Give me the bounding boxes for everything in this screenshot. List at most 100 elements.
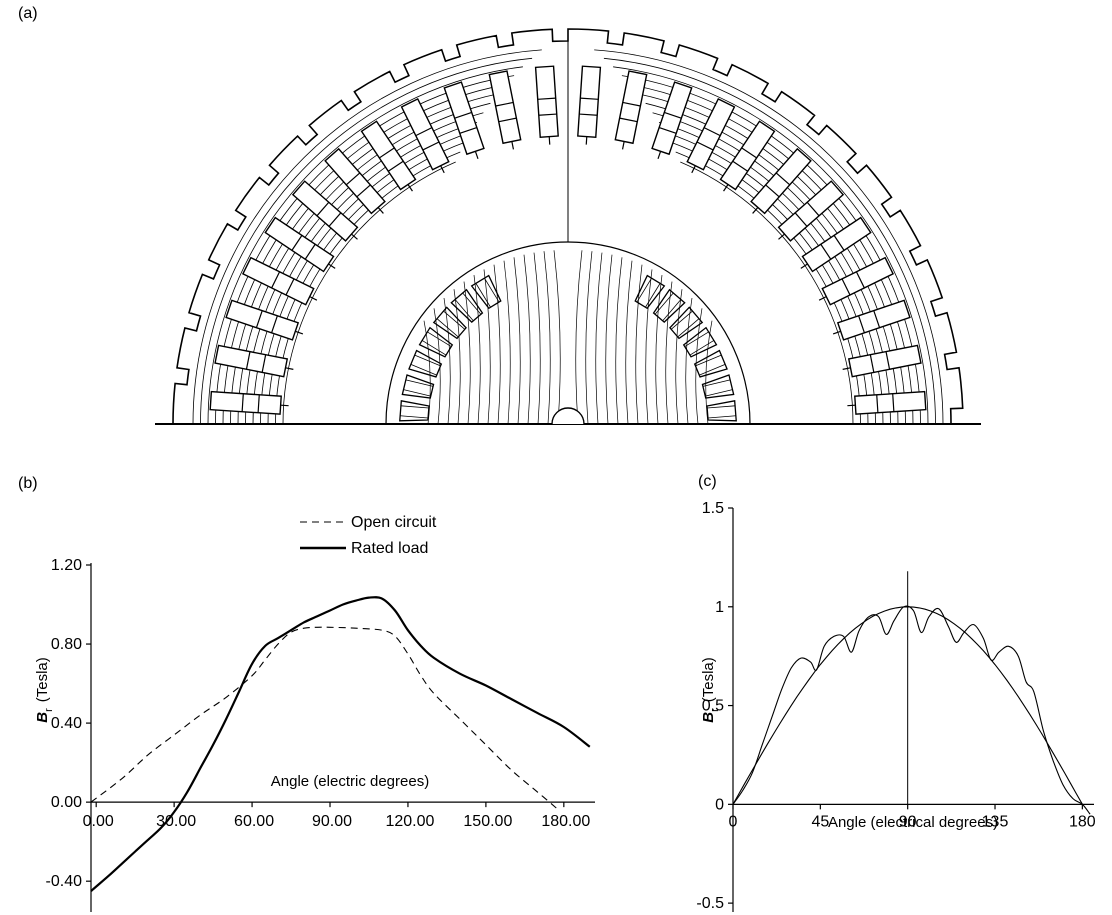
rotor-flux-line [685, 297, 693, 425]
slot-divider [271, 271, 281, 289]
rotor-bar-line [454, 299, 474, 322]
chart-c-y-tick-label: 1.5 [702, 500, 724, 517]
rotor-bar-outline [701, 374, 735, 399]
stator-slot [209, 390, 289, 415]
chart-b-ylabel-sub: r [43, 708, 55, 712]
stator-flux-line [680, 161, 854, 425]
rotor-bar [399, 400, 430, 422]
slot-opening [280, 404, 289, 407]
slot-divider [261, 354, 267, 373]
chart-c-xlabel: Angle (electrical degrees) [828, 814, 998, 831]
chart-b-series-0 [90, 626, 559, 811]
slot-divider [696, 141, 714, 151]
chart-c-y-tick-label: 0.5 [702, 698, 724, 715]
slot-divider [241, 393, 244, 412]
rotor-bar-line [421, 340, 447, 356]
rotor-flux-line [665, 281, 673, 425]
rotor-flux-line [513, 257, 521, 425]
slot-divider [459, 126, 478, 134]
rotor-bar-line [689, 340, 715, 356]
chart-b-ylabel-main: B [34, 712, 51, 723]
chart-b-x-tick-label: 120.00 [385, 813, 434, 830]
slot-divider [245, 351, 251, 370]
stator-slot [488, 70, 522, 150]
slot-opening [440, 165, 445, 174]
stator-slot [324, 147, 386, 215]
stator-slot [443, 81, 485, 160]
stator-slot [241, 256, 318, 306]
slot-divider [415, 127, 433, 137]
rotor-bar-outline [432, 306, 467, 340]
slot-divider [794, 212, 808, 227]
slot-divider [498, 117, 517, 123]
slot-opening [328, 263, 336, 269]
rotor-flux-line [553, 250, 561, 425]
chart-b-series-1 [90, 596, 591, 892]
stator-slot [264, 216, 336, 273]
rotor-flux-line [615, 257, 623, 425]
chart-b-xlabel: Angle (electric degrees) [271, 773, 429, 790]
slot-divider [495, 101, 514, 107]
slot-divider [255, 310, 263, 328]
slot-opening [800, 263, 808, 269]
slot-divider [885, 351, 891, 370]
stator-flux-line [613, 66, 929, 425]
slot-divider [806, 201, 820, 217]
rotor-bar [401, 374, 435, 399]
legend-label-open-circuit: Open circuit [351, 514, 437, 531]
chart-b-ylabel: Br (Tesla) [34, 657, 55, 723]
rotor-bar [408, 349, 443, 378]
rotor-bar-line [443, 310, 466, 330]
stator-slot [818, 256, 895, 306]
slot-opening [351, 233, 358, 240]
slot-opening [548, 136, 551, 145]
slot-divider [304, 243, 316, 260]
chart-b-x-tick-label: 90.00 [312, 813, 352, 830]
slot-divider [579, 113, 598, 116]
chart-c-x-tick-label: 135 [982, 813, 1009, 830]
rotor-bar-line [670, 310, 693, 330]
stator-slot [842, 344, 922, 378]
slot-opening [818, 296, 827, 301]
rotor-flux-line [585, 251, 593, 425]
chart-b-y-tick-label: 1.20 [51, 557, 82, 574]
stator-flux-line [594, 49, 944, 425]
rotor-bar-line [705, 389, 733, 397]
stator-slot [360, 120, 417, 192]
rotor-bar-line [405, 379, 434, 387]
stator-flux-line [645, 102, 899, 425]
chart-b-legend: Open circuit Rated load [300, 514, 437, 557]
panel-a-label: (a) [18, 5, 38, 22]
slot-opening [691, 165, 696, 174]
stator-slot [400, 98, 450, 174]
stator-flux-line [603, 57, 936, 425]
slot-divider [658, 126, 677, 134]
slot-outline [847, 344, 922, 378]
slot-outline [534, 65, 559, 138]
chart-c-y-tick-label: -0.5 [696, 895, 724, 912]
chart-c-x-tick-label: 45 [811, 813, 829, 830]
stator-slot [225, 299, 304, 341]
chart-c-series [732, 605, 1091, 815]
chart-c-ylabel-sub: r [709, 708, 721, 712]
rotor-bar-outline [399, 400, 430, 422]
rotor-flux-line [433, 308, 441, 425]
chart-c-ylabel: Br (Tesla) [700, 657, 721, 723]
rotor-flux-line [595, 252, 603, 425]
rotor-flux-line [503, 260, 511, 425]
stator-flux-line [207, 66, 523, 425]
slot-divider [873, 310, 881, 328]
rotor-flux-line [443, 297, 451, 425]
rotor-flux-line [575, 250, 583, 425]
chart-b-x-tick-label: 30.00 [156, 813, 196, 830]
rotor-flux-line [533, 252, 541, 425]
rotor-flux-line [473, 275, 481, 425]
stator-flux-line [192, 49, 542, 425]
rotor-bar [701, 374, 735, 399]
stator-slot [719, 120, 776, 192]
stator-flux-line [200, 57, 533, 425]
slot-opening [778, 233, 785, 240]
stator-slot [750, 147, 812, 215]
rotor-bar-outline [682, 326, 718, 358]
slot-divider [732, 160, 749, 172]
